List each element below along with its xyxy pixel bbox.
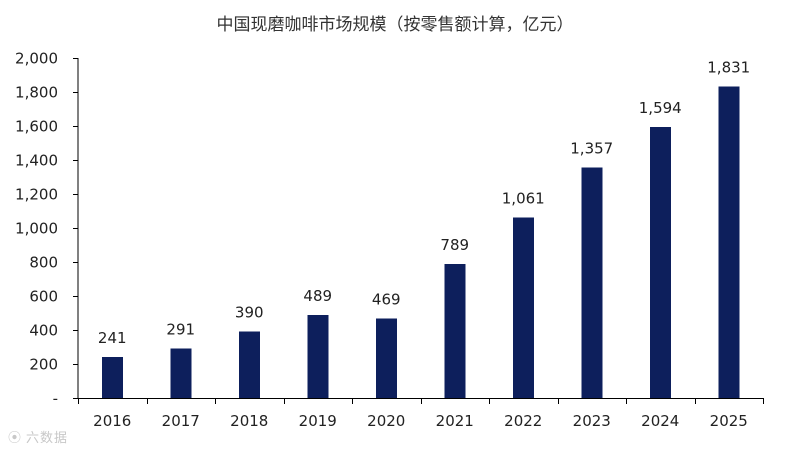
data-labels: 241 291 390 489 469 789 1,061 1,357 1,594 1,831	[98, 59, 750, 347]
bar-value-label: 469	[372, 290, 401, 308]
bar-value-label: 489	[303, 287, 332, 305]
bar-value-label: 789	[440, 236, 469, 254]
x-tick-label: 2022	[504, 412, 542, 430]
bar-value-label: 390	[235, 304, 264, 322]
bar-value-label: 1,061	[502, 190, 545, 208]
x-tick-label: 2021	[436, 412, 474, 430]
y-tick-label: 800	[29, 254, 58, 272]
bar	[512, 217, 534, 398]
watermark-logo-icon: ⦿	[8, 431, 23, 446]
x-tick-label: 2024	[641, 412, 679, 430]
bar	[170, 348, 192, 398]
bar-value-label: 1,831	[707, 59, 750, 77]
bar	[581, 167, 603, 398]
y-tick-label: 200	[29, 356, 58, 374]
x-tick-label: 2017	[162, 412, 200, 430]
x-tick-label: 2016	[93, 412, 131, 430]
bar-value-label: 1,594	[639, 99, 682, 117]
bar-value-label: 1,357	[570, 139, 613, 157]
y-tick-label: -	[53, 390, 58, 408]
bar	[101, 357, 123, 398]
x-tick-label: 2025	[710, 412, 748, 430]
bar	[238, 331, 260, 398]
y-axis: - 200 400 600 800 1,000 1,200 1,400 1,600 1,800 2,…	[15, 50, 79, 408]
chart-title: 中国现磨咖啡市场规模（按零售额计算，亿元）	[217, 15, 574, 35]
x-tick-label: 2018	[230, 412, 268, 430]
y-tick-label: 400	[29, 322, 58, 340]
bar	[375, 318, 397, 398]
y-tick-label: 2,000	[15, 50, 58, 68]
bar	[718, 86, 740, 398]
bar	[444, 263, 466, 398]
y-tick-label: 1,400	[15, 152, 58, 170]
y-tick-label: 1,600	[15, 118, 58, 136]
watermark: ⦿ 六数据	[8, 427, 68, 446]
bar-value-label: 291	[166, 321, 195, 339]
y-tick-label: 1,200	[15, 186, 58, 204]
bars	[101, 86, 740, 399]
x-tick-label: 2019	[299, 412, 337, 430]
watermark-text: 六数据	[26, 431, 69, 446]
x-tick-label: 2023	[573, 412, 611, 430]
bar	[307, 314, 329, 398]
y-tick-label: 600	[29, 288, 58, 306]
y-tick-label: 1,000	[15, 220, 58, 238]
y-tick-label: 1,800	[15, 84, 58, 102]
x-tick-label: 2020	[367, 412, 405, 430]
x-axis: 2016 2017 2018 2019 2020 2021 2022 2023 2024 2025	[78, 398, 764, 430]
bar-value-label: 241	[98, 329, 127, 347]
bar	[649, 127, 671, 399]
